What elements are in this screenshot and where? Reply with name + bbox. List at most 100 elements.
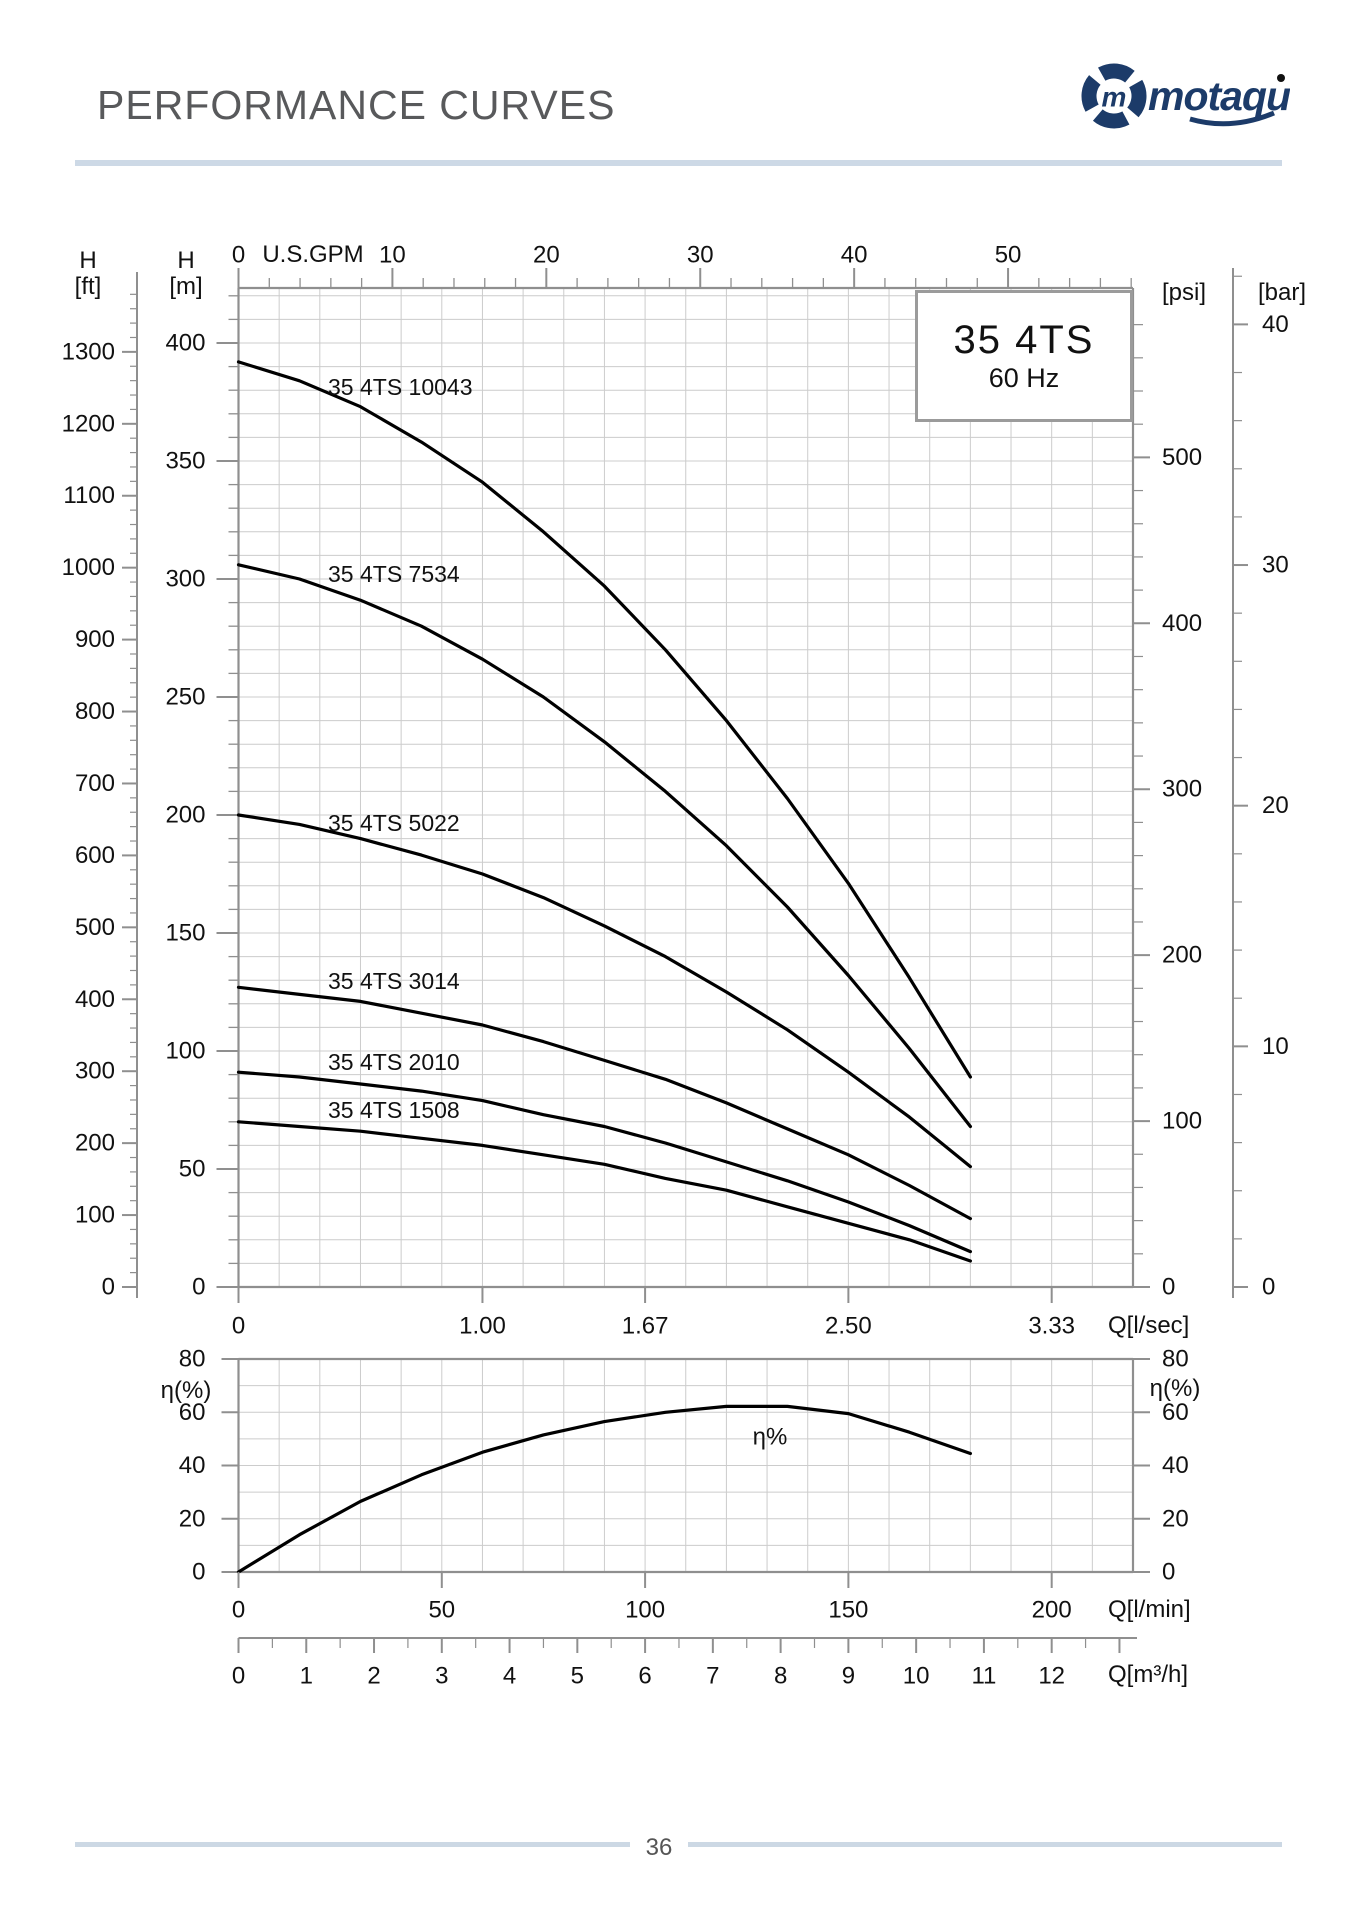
- ft-tick-label: 200: [75, 1130, 115, 1157]
- pump-curve: [236, 360, 972, 1079]
- m-tick-label: 300: [165, 566, 205, 593]
- psi-tick-label: 200: [1162, 942, 1202, 969]
- lmin-tick-label: 100: [625, 1597, 665, 1624]
- lmin-tick-label: 50: [428, 1597, 455, 1624]
- eta-right-tick-label: 80: [1162, 1346, 1189, 1373]
- m3h-tick-label: 2: [367, 1663, 380, 1690]
- bar-tick-label: 0: [1262, 1274, 1275, 1301]
- h-ft-axis-symbol: H: [79, 247, 97, 274]
- lmin-axis-title: Q[l/min]: [1108, 1596, 1191, 1623]
- m3h-tick-label: 10: [903, 1663, 930, 1690]
- lmin-tick-label: 200: [1032, 1597, 1072, 1624]
- m3h-tick-label: 8: [774, 1663, 787, 1690]
- ft-tick-label: 1000: [62, 554, 115, 581]
- model-box: 35 4TS 60 Hz: [915, 290, 1133, 422]
- lsec-tick-label: 0: [232, 1313, 245, 1340]
- gpm-tick-label: 20: [533, 242, 560, 269]
- registered-mark-dot: [1277, 74, 1285, 82]
- page-number: 36: [645, 1834, 673, 1861]
- eta-left-tick-label: 80: [179, 1346, 206, 1373]
- m-tick-label: 250: [165, 684, 205, 711]
- logo-swirl-icon: m: [1081, 63, 1147, 129]
- m3h-tick-label: 11: [971, 1663, 996, 1690]
- psi-tick-label: 500: [1162, 444, 1202, 471]
- eta-axis-title-left: η(%): [160, 1377, 212, 1404]
- lsec-tick-label: 1.00: [459, 1313, 506, 1340]
- motaqua-logo: m motaqua: [1078, 56, 1313, 136]
- psi-tick-label: 400: [1162, 610, 1202, 637]
- pump-curve-label: 35 4TS 2010: [328, 1049, 460, 1075]
- footer-rule-right: [688, 1842, 1282, 1847]
- eta-left-tick-label: 40: [179, 1452, 206, 1479]
- ft-tick-label: 1300: [62, 338, 115, 365]
- bar-axis-title: [bar]: [1258, 279, 1307, 306]
- logo-swoosh: [1189, 110, 1275, 127]
- m3h-tick-label: 1: [300, 1663, 313, 1690]
- bar-tick-label: 30: [1262, 552, 1289, 579]
- psi-tick-label: 0: [1162, 1274, 1175, 1301]
- model-box-frequency: 60 Hz: [988, 363, 1060, 393]
- pump-curve-label: 35 4TS 5022: [328, 810, 460, 836]
- psi-axis-title: [psi]: [1162, 279, 1207, 306]
- header-rule: [75, 160, 1282, 166]
- eta-left-tick-label: 0: [192, 1559, 205, 1586]
- m3h-axis-title: Q[m³/h]: [1108, 1661, 1189, 1688]
- m3h-tick-label: 9: [842, 1663, 855, 1690]
- pump-curve-label: 35 4TS 1508: [328, 1097, 460, 1123]
- eta-right-tick-label: 20: [1162, 1505, 1189, 1532]
- h-m-axis-symbol: H: [177, 247, 195, 274]
- m-tick-label: 400: [165, 330, 205, 357]
- ft-tick-label: 300: [75, 1058, 115, 1085]
- eta-left-tick-label: 60: [179, 1399, 206, 1426]
- efficiency-curve-label: η%: [753, 1424, 788, 1451]
- m3h-tick-label: 12: [1038, 1663, 1065, 1690]
- logo-wordmark: motaqua: [1148, 73, 1290, 119]
- ft-tick-label: 900: [75, 626, 115, 653]
- eta-right-tick-label: 0: [1162, 1559, 1175, 1586]
- lsec-tick-label: 3.33: [1028, 1313, 1075, 1340]
- bar-tick-label: 40: [1262, 311, 1289, 338]
- gpm-tick-label: 40: [841, 242, 868, 269]
- gpm-tick-label: 30: [687, 242, 714, 269]
- m3h-tick-label: 4: [503, 1663, 516, 1690]
- pump-curve: [236, 1070, 972, 1254]
- eta-right-tick-label: 60: [1162, 1399, 1189, 1426]
- eta-left-tick-label: 20: [179, 1505, 206, 1532]
- ft-tick-label: 100: [75, 1202, 115, 1229]
- ft-tick-label: 500: [75, 914, 115, 941]
- gpm-tick-label: 50: [995, 242, 1022, 269]
- footer-rule-left: [75, 1842, 630, 1847]
- ft-tick-label: 600: [75, 842, 115, 869]
- pump-curve: [236, 813, 972, 1169]
- lmin-tick-label: 150: [828, 1597, 868, 1624]
- psi-tick-label: 100: [1162, 1108, 1202, 1135]
- m-tick-label: 0: [192, 1274, 205, 1301]
- m-tick-label: 200: [165, 802, 205, 829]
- pump-curve: [236, 985, 972, 1221]
- m-tick-label: 50: [179, 1156, 206, 1183]
- bar-tick-label: 10: [1262, 1033, 1289, 1060]
- m3h-tick-label: 7: [706, 1663, 719, 1690]
- lsec-tick-label: 2.50: [825, 1313, 872, 1340]
- lsec-tick-label: 1.67: [622, 1313, 669, 1340]
- ft-tick-label: 1100: [63, 482, 115, 509]
- pump-curve: [236, 1120, 972, 1263]
- eta-right-tick-label: 40: [1162, 1452, 1189, 1479]
- swirl-ring: [1081, 63, 1147, 129]
- logo-graphic: m motaqua: [1081, 63, 1313, 129]
- m3h-tick-label: 3: [435, 1663, 448, 1690]
- lsec-axis-title: Q[l/sec]: [1108, 1312, 1190, 1339]
- logo-monogram: m: [1102, 82, 1127, 113]
- swirl-center: [1099, 81, 1129, 111]
- ft-tick-label: 800: [75, 698, 115, 725]
- m3h-tick-label: 0: [232, 1663, 245, 1690]
- bar-tick-label: 20: [1262, 792, 1289, 819]
- h-m-axis-title: H [m]: [169, 248, 202, 300]
- gpm-tick-label: 0: [232, 242, 245, 269]
- ft-tick-label: 1200: [62, 410, 115, 437]
- ft-tick-label: 400: [75, 986, 115, 1013]
- ft-tick-label: 0: [102, 1274, 115, 1301]
- m-tick-label: 100: [165, 1038, 205, 1065]
